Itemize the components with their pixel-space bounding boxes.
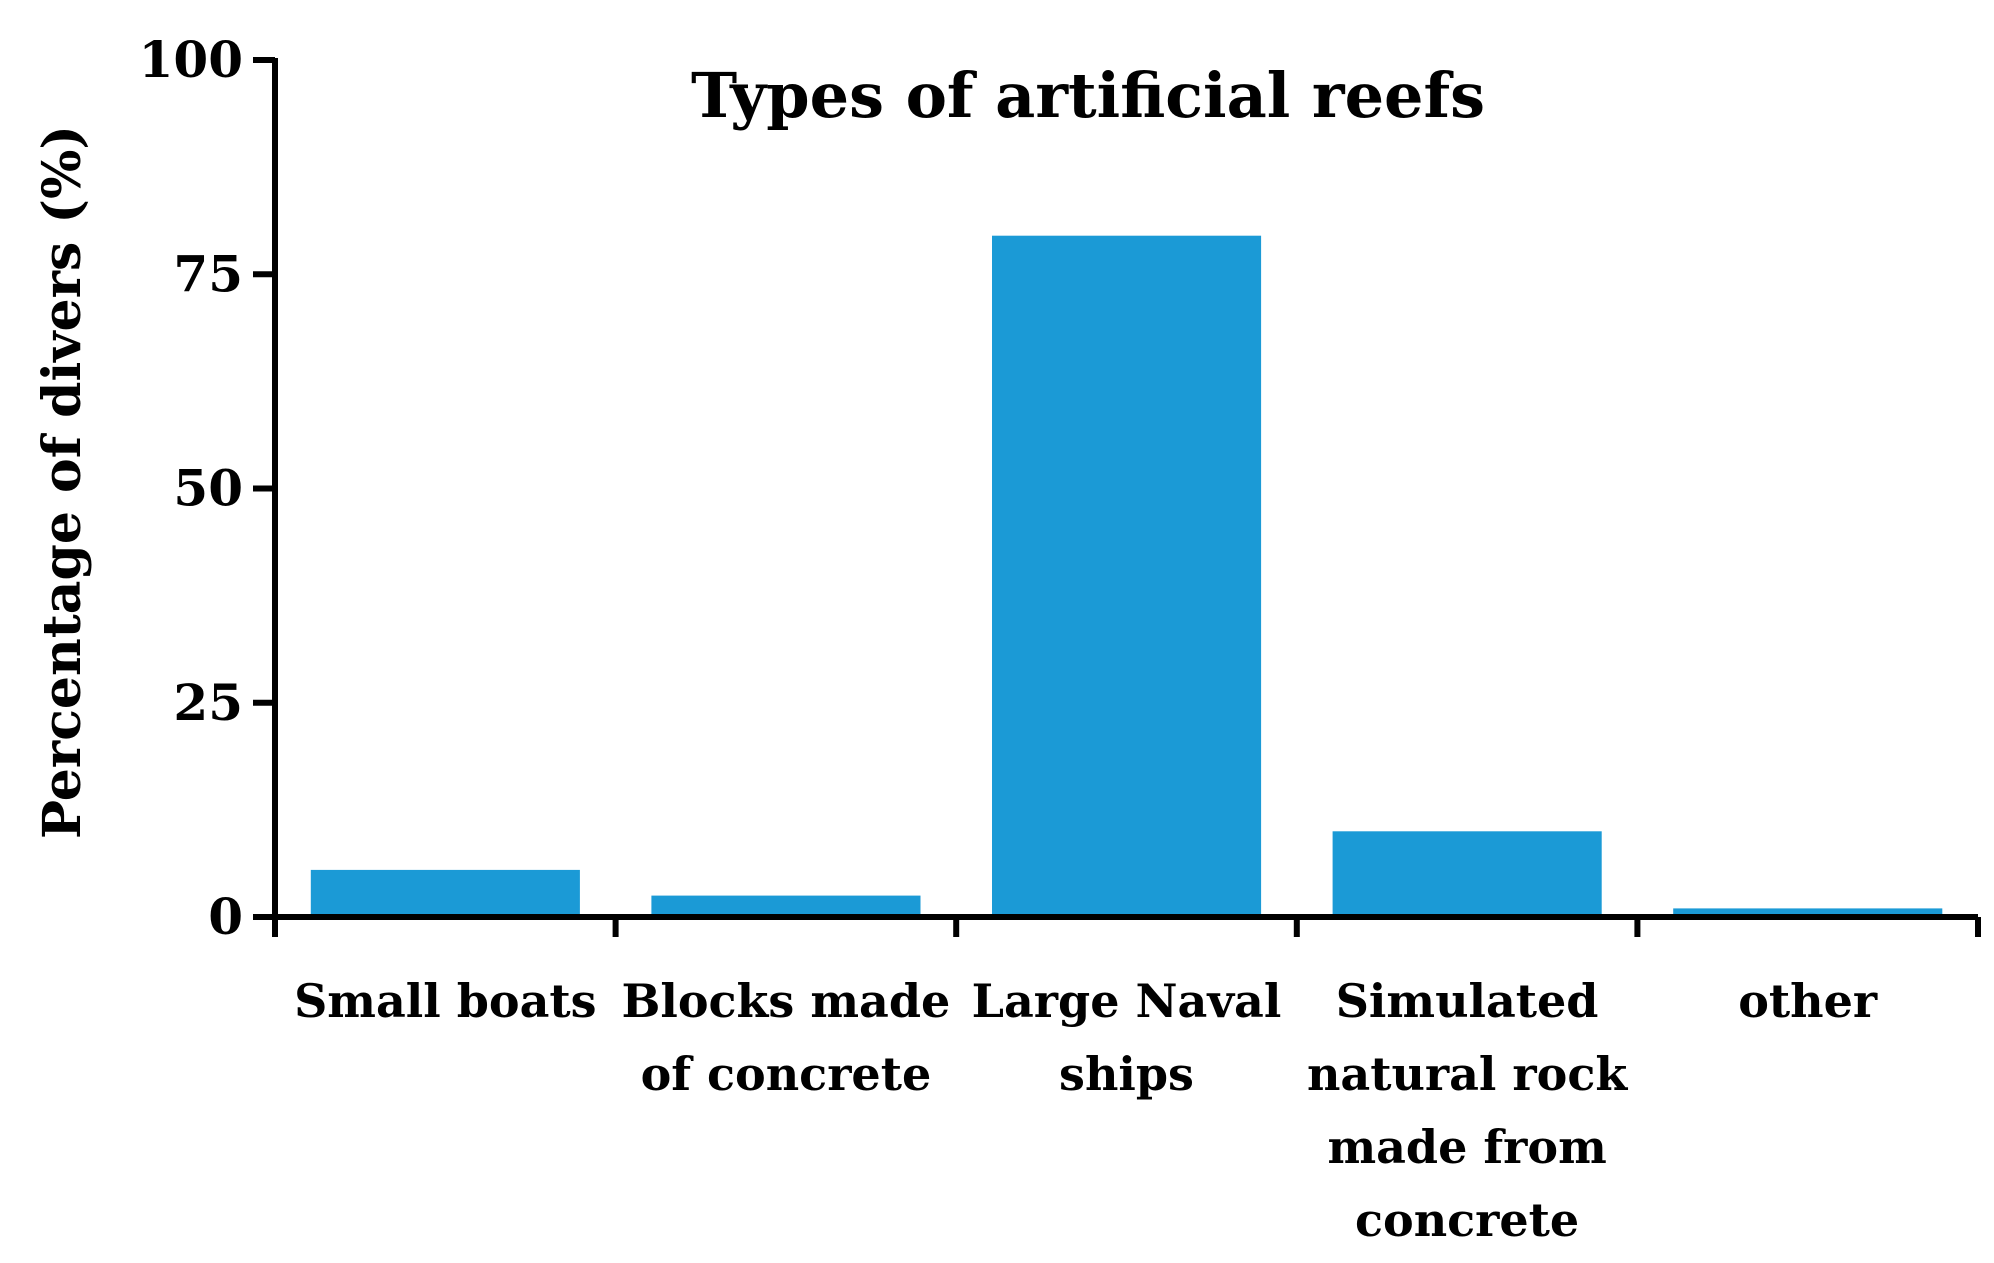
x-category-label-line: Large Naval xyxy=(972,974,1282,1028)
y-tick-label: 100 xyxy=(139,30,243,89)
bar-1 xyxy=(651,895,921,917)
bars-layer xyxy=(310,235,1943,917)
x-category-label-line: concrete xyxy=(1355,1193,1579,1247)
x-category-label-0: Small boats xyxy=(294,974,596,1028)
chart-title: Types of artificial reefs xyxy=(691,59,1485,132)
y-tick-label: 25 xyxy=(173,673,243,732)
x-category-label-3: Simulated natural rock made from concrete xyxy=(1307,974,1628,1247)
x-category-labels-layer: Small boats Blocks made of concrete Large N… xyxy=(294,974,1878,1247)
x-category-label-line: Small boats xyxy=(294,974,596,1028)
bar-4 xyxy=(1673,908,1943,917)
x-category-label-line: of concrete xyxy=(641,1047,932,1101)
y-axis-label: Percentage of divers (%) xyxy=(32,125,93,839)
x-category-label-4: other xyxy=(1738,974,1878,1028)
x-category-label-line: other xyxy=(1738,974,1878,1028)
x-category-label-line: made from xyxy=(1327,1120,1606,1174)
x-category-label-2: Large Naval ships xyxy=(972,974,1282,1101)
bar-2 xyxy=(992,235,1262,917)
x-category-label-line: ships xyxy=(1059,1047,1194,1101)
y-tick-label: 75 xyxy=(173,244,243,303)
y-ticks-layer: 0 25 50 75 100 xyxy=(139,30,275,946)
x-category-label-1: Blocks made of concrete xyxy=(622,974,951,1101)
y-tick-label: 0 xyxy=(208,887,243,946)
bar-0 xyxy=(310,869,580,917)
x-category-label-line: natural rock xyxy=(1307,1047,1628,1101)
x-category-label-line: Simulated xyxy=(1336,974,1599,1028)
bar-3 xyxy=(1332,831,1602,917)
x-category-label-line: Blocks made xyxy=(622,974,951,1028)
y-tick-label: 50 xyxy=(173,459,243,518)
